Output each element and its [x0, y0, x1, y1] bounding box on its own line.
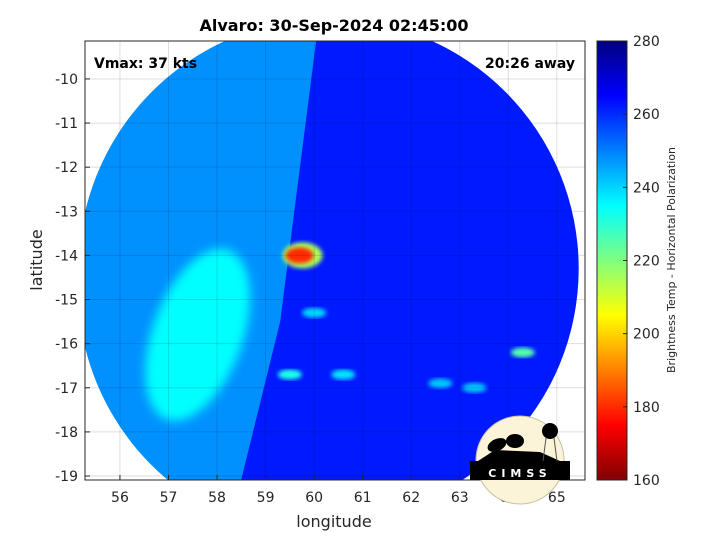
y-tick-label: -19 [55, 469, 78, 485]
chart-title: Alvaro: 30-Sep-2024 02:45:00 [199, 16, 468, 35]
feature-2 [277, 369, 302, 380]
colorbar-tick-label: 260 [633, 107, 660, 123]
colorbar-ticks: 160 180 200 220 240 260 280 [623, 34, 660, 489]
colorbar-tick-label: 220 [633, 254, 660, 270]
x-tick-label: 58 [208, 490, 226, 506]
feature-6 [462, 382, 487, 393]
axes-box [84, 40, 586, 481]
colorbar-tick-label: 160 [633, 473, 660, 489]
swath-image [85, 41, 579, 480]
y-axis-label: latitude [27, 229, 46, 290]
x-tick-label: 59 [257, 490, 275, 506]
cimss-logo: CIMSS [470, 415, 570, 505]
colorbar-tick-label: 280 [633, 34, 660, 50]
y-tick-label: -13 [55, 204, 78, 220]
y-tick-label: -12 [55, 160, 78, 176]
axis-ticks: 56575859606162636465-10-11-12-13-14-15-1… [55, 72, 566, 506]
grid [85, 41, 585, 480]
feature-0 [285, 247, 314, 264]
x-tick-label: 65 [548, 490, 566, 506]
warm-band [145, 248, 250, 421]
feature-1 [302, 307, 327, 318]
y-tick-label: -17 [55, 381, 78, 397]
feature-5 [428, 378, 453, 389]
svg-text:CIMSS: CIMSS [488, 467, 551, 480]
feature-3 [331, 369, 356, 380]
x-tick-label: 62 [402, 490, 420, 506]
x-tick-label: 61 [354, 490, 372, 506]
y-tick-label: -16 [55, 337, 78, 353]
feature-4 [510, 347, 535, 358]
colorbar-label: Brightness Temp - Horizontal Polarizatio… [665, 147, 678, 373]
colorbar-tick-label: 180 [633, 400, 660, 416]
y-tick-label: -10 [55, 72, 78, 88]
x-tick-label: 57 [160, 490, 178, 506]
y-tick-label: -11 [55, 116, 78, 132]
annotation-time-away: 20:26 away [485, 56, 575, 72]
colorbar [596, 40, 628, 481]
x-tick-label: 56 [111, 490, 129, 506]
x-tick-label: 60 [305, 490, 323, 506]
colorbar-tick-label: 200 [633, 327, 660, 343]
x-axis-label: longitude [296, 512, 371, 531]
y-tick-label: -15 [55, 293, 78, 309]
y-tick-label: -18 [55, 425, 78, 441]
colorbar-tick-label: 240 [633, 180, 660, 196]
x-tick-label: 63 [451, 490, 469, 506]
y-tick-label: -14 [55, 248, 78, 264]
annotation-vmax: Vmax: 37 kts [94, 56, 197, 72]
